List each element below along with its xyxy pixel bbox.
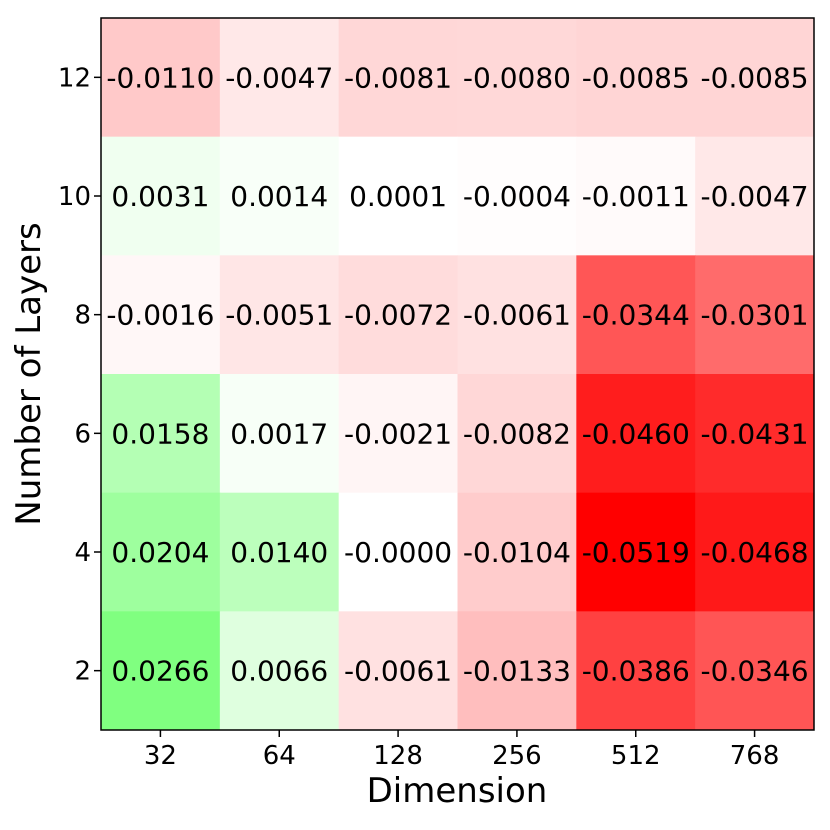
- cell-value-label: -0.0386: [582, 655, 690, 688]
- heatmap-cell: [695, 136, 815, 256]
- cell-value-label: 0.0017: [230, 417, 328, 450]
- heatmap-cell: [695, 611, 815, 731]
- cell-value-label: -0.0000: [344, 536, 452, 569]
- cell-value-label: 0.0204: [111, 536, 209, 569]
- cell-value-label: -0.0519: [582, 536, 690, 569]
- y-tick-label: 8: [74, 301, 91, 331]
- cell-value-label: -0.0110: [106, 61, 214, 94]
- heatmap-cell: [695, 492, 815, 612]
- cell-value-label: -0.0431: [701, 417, 809, 450]
- y-axis-ticks: 12 10 8 6 4 2: [58, 63, 101, 687]
- heatmap-cell: [338, 374, 458, 494]
- heatmap-cell: [576, 255, 696, 375]
- heatmap-cell: [576, 492, 696, 612]
- y-tick-label: 4: [74, 538, 91, 568]
- cell-value-label: -0.0133: [463, 655, 571, 688]
- cell-value-label: -0.0346: [701, 655, 809, 688]
- heatmap-cell: [101, 18, 221, 138]
- heatmap-cell: [457, 611, 577, 731]
- heatmap-cell: [457, 136, 577, 256]
- cell-value-label: -0.0047: [225, 61, 333, 94]
- cell-value-label: -0.0301: [701, 299, 809, 332]
- heatmap-cell: [695, 374, 815, 494]
- heatmap-cell: [219, 492, 340, 612]
- x-tick-label: 64: [263, 741, 296, 771]
- x-tick-label: 32: [144, 741, 177, 771]
- heatmap-cell: [101, 611, 221, 731]
- cell-value-label: -0.0061: [344, 655, 452, 688]
- cell-value-label: -0.0004: [463, 180, 571, 213]
- heatmap-cell: [576, 611, 696, 731]
- y-tick-label: 6: [74, 419, 91, 449]
- cell-value-label: -0.0081: [344, 61, 452, 94]
- cell-value-label: -0.0460: [582, 417, 690, 450]
- heatmap-cell: [338, 136, 458, 256]
- cell-value-label: 0.0066: [230, 655, 328, 688]
- heatmap-cell: [101, 136, 221, 256]
- heatmap-cell: [695, 18, 815, 138]
- cell-value-label: -0.0061: [463, 299, 571, 332]
- x-axis-ticks: 32 64 128 256 512 768: [144, 730, 780, 771]
- cell-value-label: -0.0051: [225, 299, 333, 332]
- cell-value-label: 0.0031: [111, 180, 209, 213]
- heatmap-cell: [457, 18, 577, 138]
- cell-value-label: -0.0085: [582, 61, 690, 94]
- heatmap-cell: [457, 374, 577, 494]
- plot-frame: [100, 17, 815, 731]
- heatmap-cell: [457, 255, 577, 375]
- x-axis-title: Dimension: [367, 771, 548, 811]
- cell-value-label: -0.0085: [701, 61, 809, 94]
- cell-value-label: -0.0080: [463, 61, 571, 94]
- y-tick-label: 10: [58, 182, 91, 212]
- heatmap-cells: -0.0110 -0.0047 -0.0081 -0.0080 -0.0085 -0.00…: [101, 18, 815, 731]
- heatmap-cell: [101, 255, 221, 375]
- y-tick-label: 12: [58, 63, 91, 93]
- x-tick-label: 256: [492, 741, 542, 771]
- heatmap-cell: [219, 18, 340, 138]
- heatmap-cell: [457, 492, 577, 612]
- heatmap-cell: [338, 18, 458, 138]
- heatmap-cell: [219, 255, 340, 375]
- cell-value-label: -0.0047: [701, 180, 809, 213]
- heatmap-cell: [338, 255, 458, 375]
- heatmap-cell: [219, 374, 340, 494]
- y-axis-title: Number of Layers: [9, 222, 49, 525]
- heatmap-cell: [695, 255, 815, 375]
- heatmap-cell: [219, 136, 340, 256]
- cell-value-label: -0.0344: [582, 299, 690, 332]
- heatmap-cell: [338, 492, 458, 612]
- x-tick-label: 512: [611, 741, 661, 771]
- heatmap-cell: [576, 374, 696, 494]
- cell-value-label: -0.0104: [463, 536, 571, 569]
- cell-value-label: -0.0072: [344, 299, 452, 332]
- cell-value-label: -0.0082: [463, 417, 571, 450]
- cell-value-label: 0.0266: [111, 655, 209, 688]
- cell-value-label: 0.0158: [111, 417, 209, 450]
- cell-value-label: -0.0011: [582, 180, 690, 213]
- cell-value-label: 0.0140: [230, 536, 328, 569]
- x-tick-label: 768: [730, 741, 780, 771]
- x-tick-label: 128: [373, 741, 423, 771]
- cell-value-label: 0.0014: [230, 180, 328, 213]
- heatmap-cell: [101, 374, 221, 494]
- cell-value-label: 0.0001: [349, 180, 447, 213]
- y-tick-label: 2: [74, 657, 91, 687]
- cell-value-label: -0.0021: [344, 417, 452, 450]
- heatmap-cell: [219, 611, 340, 731]
- heatmap-cell: [101, 492, 221, 612]
- cell-value-label: -0.0016: [106, 299, 214, 332]
- heatmap-cell: [576, 18, 696, 138]
- heatmap-cell: [338, 611, 458, 731]
- heatmap-cell: [576, 136, 696, 256]
- cell-value-label: -0.0468: [701, 536, 809, 569]
